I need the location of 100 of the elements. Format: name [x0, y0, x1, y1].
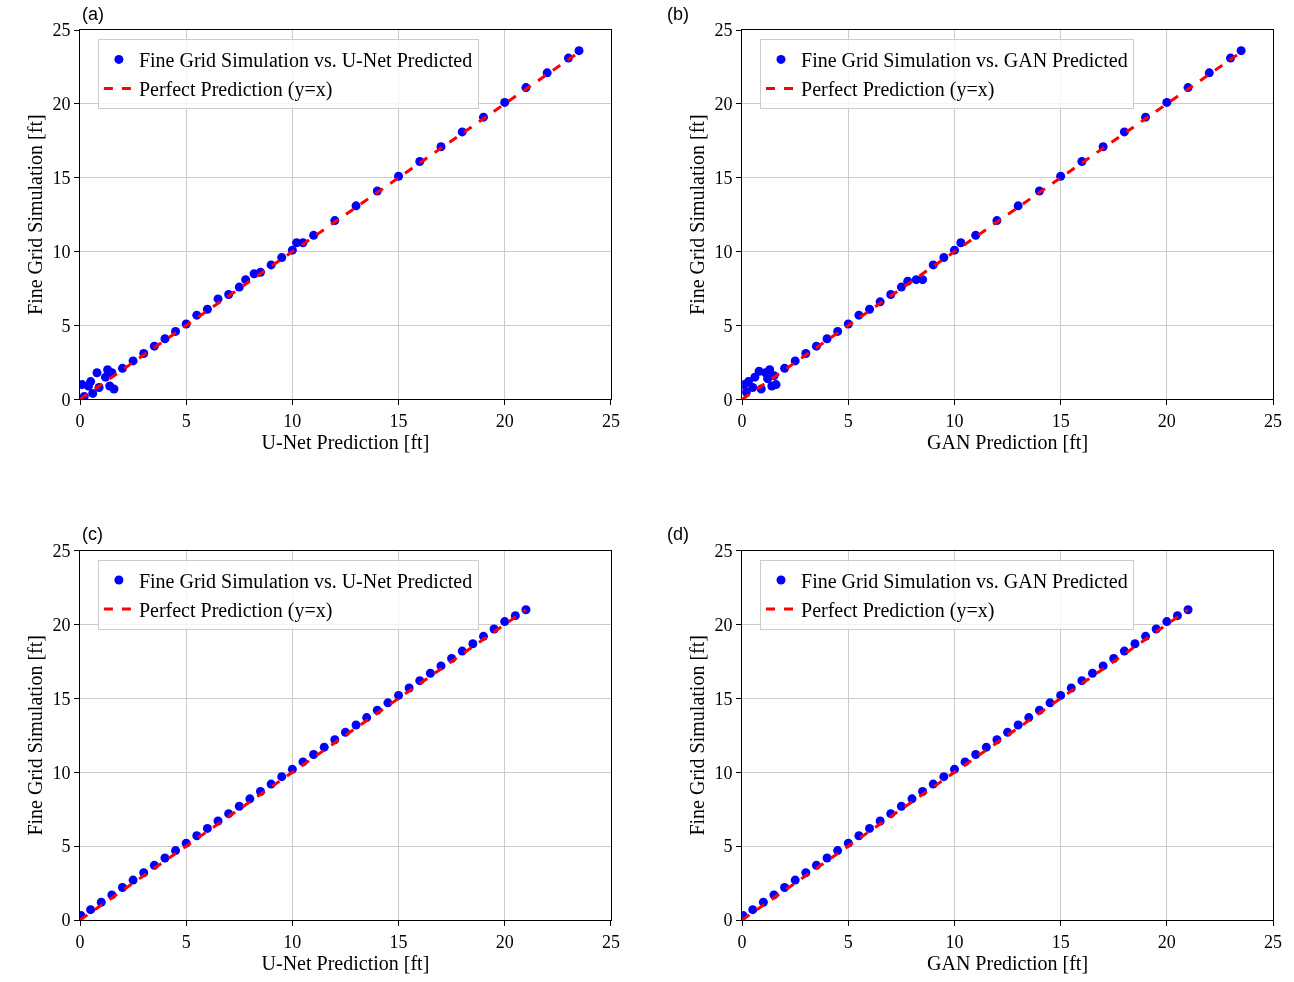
y-tick-label: 10: [52, 762, 71, 783]
legend-label: Fine Grid Simulation vs. GAN Predicted: [801, 49, 1128, 72]
legend-label: Perfect Prediction (y=x): [138, 78, 333, 102]
point: [822, 853, 832, 863]
y-tick-label: 25: [714, 540, 733, 561]
x-tick-label: 5: [181, 931, 191, 952]
point: [86, 377, 96, 387]
point: [202, 304, 212, 314]
y-tick-label: 15: [52, 168, 71, 189]
point: [939, 772, 949, 782]
x-tick-label: 25: [601, 410, 620, 431]
point: [1013, 720, 1023, 730]
point: [202, 823, 212, 833]
y-tick-label: 5: [61, 836, 71, 857]
y-tick-label: 10: [714, 241, 733, 262]
point: [1088, 668, 1097, 678]
x-tick-label: 5: [181, 410, 191, 431]
y-tick-label: 15: [714, 168, 733, 189]
point: [88, 388, 98, 398]
point: [1162, 97, 1172, 107]
point: [971, 750, 981, 760]
point: [160, 334, 170, 344]
chart-title: (b): [667, 4, 689, 24]
point: [500, 617, 510, 627]
point: [277, 772, 287, 782]
point: [109, 384, 119, 394]
point: [234, 801, 244, 811]
x-tick-label: 0: [75, 931, 85, 952]
legend-label: Fine Grid Simulation vs. GAN Predicted: [801, 569, 1128, 592]
y-tick-label: 20: [52, 94, 71, 115]
x-tick-label: 0: [737, 410, 747, 431]
y-tick-label: 15: [52, 688, 71, 709]
point: [394, 690, 404, 700]
point: [981, 742, 991, 752]
point: [1236, 46, 1246, 56]
x-tick-label: 10: [283, 410, 302, 431]
chart-title: (d): [667, 524, 689, 544]
point: [865, 304, 875, 314]
y-tick-label: 5: [723, 315, 733, 336]
y-tick-label: 25: [714, 20, 733, 41]
legend-label: Perfect Prediction (y=x): [801, 598, 995, 622]
point: [822, 334, 832, 344]
point: [160, 853, 170, 863]
y-tick-label: 25: [52, 20, 71, 41]
y-tick-label: 0: [723, 910, 733, 931]
point: [918, 275, 928, 285]
x-tick-label: 20: [1157, 931, 1176, 952]
point: [542, 68, 552, 78]
x-tick-label: 25: [601, 931, 620, 952]
x-tick-label: 10: [945, 931, 964, 952]
x-tick-label: 15: [389, 931, 408, 952]
x-axis-title: GAN Prediction [ft]: [927, 430, 1089, 453]
x-tick-label: 0: [75, 410, 85, 431]
point: [956, 238, 966, 248]
y-tick-label: 20: [714, 614, 733, 635]
y-axis-title: Fine Grid Simulation [ft]: [23, 114, 46, 315]
point: [1013, 201, 1023, 211]
x-axis-title: GAN Prediction [ft]: [927, 951, 1089, 974]
point: [896, 282, 906, 292]
x-tick-label: 25: [1264, 931, 1283, 952]
legend-label: Fine Grid Simulation vs. U-Net Predicted: [138, 569, 473, 592]
x-tick-label: 5: [843, 410, 853, 431]
point: [1130, 639, 1140, 649]
point: [234, 282, 244, 292]
x-tick-label: 20: [495, 931, 514, 952]
y-tick-label: 5: [61, 315, 71, 336]
point: [763, 374, 773, 384]
y-tick-label: 25: [52, 540, 71, 561]
point: [971, 230, 981, 240]
legend-label: Perfect Prediction (y=x): [801, 78, 995, 102]
point: [500, 97, 510, 107]
y-tick-label: 0: [723, 389, 733, 410]
y-axis-title: Fine Grid Simulation [ft]: [686, 635, 709, 836]
x-tick-label: 20: [495, 410, 514, 431]
point: [750, 372, 760, 382]
y-tick-label: 20: [52, 614, 71, 635]
y-axis-title: Fine Grid Simulation [ft]: [686, 114, 709, 315]
point: [1162, 617, 1172, 627]
y-tick-label: 0: [61, 389, 71, 410]
point: [468, 639, 478, 649]
point: [309, 230, 319, 240]
y-tick-label: 0: [61, 910, 71, 931]
y-tick-label: 20: [714, 94, 733, 115]
point: [865, 823, 875, 833]
x-tick-label: 10: [283, 931, 302, 952]
y-tick-label: 15: [714, 688, 733, 709]
point: [277, 253, 287, 263]
point: [574, 46, 584, 56]
point: [92, 368, 102, 378]
y-tick-label: 10: [52, 241, 71, 262]
x-tick-label: 0: [737, 931, 747, 952]
point: [1056, 690, 1066, 700]
point: [351, 720, 361, 730]
point: [351, 201, 361, 211]
x-tick-label: 10: [945, 410, 964, 431]
point: [748, 383, 758, 393]
y-tick-label: 5: [723, 836, 733, 857]
point: [128, 875, 138, 885]
chart-title: (c): [82, 524, 103, 544]
x-tick-label: 15: [1051, 410, 1070, 431]
